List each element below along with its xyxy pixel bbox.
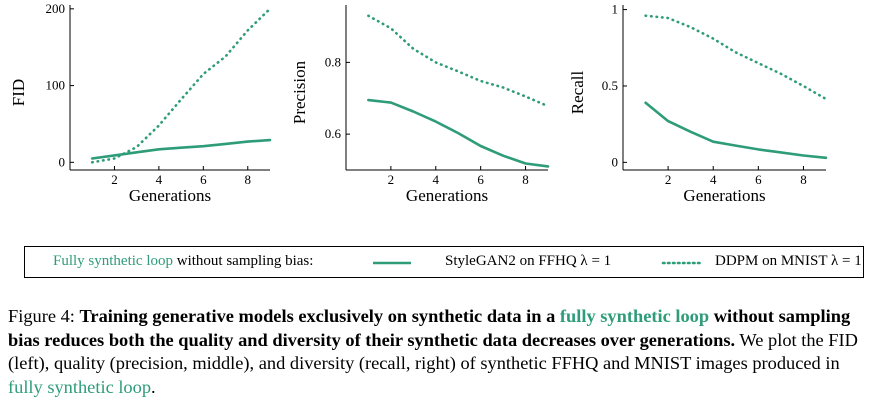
x-axis-label: Generations [406,186,488,205]
series-line-ddpm-mnist [644,14,828,101]
x-axis-label: Generations [129,186,211,205]
figure-caption: Figure 4: Training generative models exc… [8,305,870,399]
x-tick-label: 4 [156,172,163,187]
series-line-ddpm-mnist [90,7,272,164]
series-line-ddpm-mnist [367,14,550,108]
x-axis-label: Generations [683,186,765,205]
y-tick-label: 200 [46,1,66,16]
x-tick-label: 8 [522,172,529,187]
x-tick-label: 2 [388,172,395,187]
legend: Fully synthetic loop without sampling bi… [24,246,864,278]
x-tick-label: 2 [665,172,672,187]
legend-dotted-swatch [661,261,703,265]
legend-link[interactable]: Fully synthetic loop [53,253,173,269]
caption-link-1[interactable]: fully synthetic loop [559,306,710,326]
y-tick-label: 0.5 [602,78,618,93]
caption-bold-1: Training generative models exclusively o… [79,306,556,326]
y-axis-label: Precision [290,60,309,124]
series-line-stylegan2-ffhq [367,98,550,168]
caption-end: . [151,376,156,397]
y-tick-label: 0 [612,154,619,169]
x-tick-label: 4 [433,172,440,187]
legend-solid-swatch [373,261,411,265]
precision-chart: 2 4 6 8 0.6 0.8 Generations Precision [290,5,550,205]
legend-prefix: without sampling bias: [176,253,314,269]
y-tick-label: 100 [46,78,66,93]
x-tick-label: 8 [800,172,807,187]
y-axis-label: FID [9,79,28,106]
y-tick-label: 1 [612,2,619,17]
x-tick-label: 4 [710,172,717,187]
caption-bold-2: without sampling bias reduces both the q… [8,306,851,350]
fid-chart: 2 4 6 8 0 100 200 Generations FID [9,1,272,205]
legend-entry-ddpm: DDPM on MNIST λ = 1 [715,253,862,269]
caption-text: We plot the FID (left), quality (precisi… [8,329,858,374]
x-tick-label: 6 [755,172,762,187]
legend-title: Fully synthetic loop without sampling bi… [53,253,313,270]
y-axis-label: Recall [568,71,587,115]
y-tick-label: 0.8 [325,54,341,69]
x-tick-label: 8 [245,172,252,187]
series-line-stylegan2-ffhq [644,101,828,160]
charts-area: 2 4 6 8 0 100 200 Generations FID 2 4 6 8 0.6 0.8 Gene… [9,1,828,205]
x-tick-label: 2 [111,172,118,187]
series-line-stylegan2-ffhq [90,138,272,160]
y-tick-label: 0.6 [325,126,342,141]
legend-entry-stylegan: StyleGAN2 on FFHQ λ = 1 [445,253,612,269]
x-tick-label: 6 [477,172,484,187]
caption-link-2[interactable]: fully synthetic loop [8,376,152,397]
y-tick-label: 0 [59,154,66,169]
recall-chart: 2 4 6 8 0 0.5 1 Generations Recall [568,2,828,205]
caption-label: Figure 4: [8,306,75,326]
x-tick-label: 6 [200,172,207,187]
